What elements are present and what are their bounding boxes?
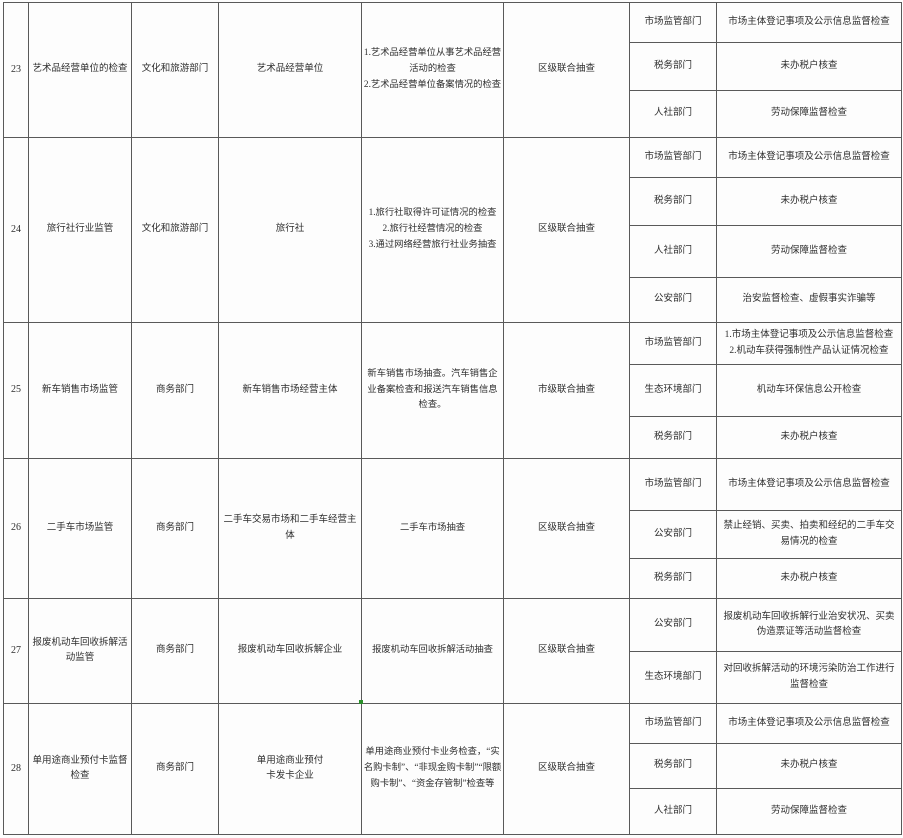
row-number-cell: 28 xyxy=(3,703,29,835)
inspection-content-cell: 二手车市场抽查 xyxy=(361,458,504,599)
coop-department-cell: 生态环境部门 xyxy=(629,651,717,704)
table-subrow: 23 艺术品经营单位的检查 文化和旅游部门 艺术品经营单位 1.艺术品经营单位从事艺术品… xyxy=(3,2,902,138)
inspection-content-cell: 单用途商业预付卡业务检查，“实名购卡制”、“非现金购卡制”“限额购卡制”、“资金… xyxy=(361,703,504,835)
sampling-type-cell: 区级联合抽查 xyxy=(503,137,630,323)
coop-content-cell: 未办税户核查 xyxy=(716,42,902,91)
coop-content-cell: 劳动保障监督检查 xyxy=(716,788,902,835)
coop-content-cell: 未办税户核查 xyxy=(716,743,902,789)
coop-content-cell: 禁止经销、买卖、拍卖和经纪的二手车交易情况的检查 xyxy=(716,510,902,559)
table-subrow: 24 旅行社行业监管 文化和旅游部门 旅行社 1.旅行社取得许可证情况的检查 2.旅行社… xyxy=(3,137,902,323)
coop-department-cell: 人社部门 xyxy=(629,90,717,138)
coop-department-cell: 公安部门 xyxy=(629,510,717,559)
joint-inspection-table: 23 艺术品经营单位的检查 文化和旅游部门 艺术品经营单位 1.艺术品经营单位从事艺术品… xyxy=(3,2,902,835)
inspection-target-cell: 艺术品经营单位 xyxy=(218,2,362,138)
coop-department-cell: 生态环境部门 xyxy=(629,364,717,417)
coop-content-cell: 治安监督检查、虚假事实诈骗等 xyxy=(716,277,902,323)
item-name-cell: 单用途商业预付卡监督检查 xyxy=(28,703,132,835)
coop-department-cell: 市场监管部门 xyxy=(629,458,717,511)
coop-department-cell: 市场监管部门 xyxy=(629,322,717,365)
table-subrow: 税务部门 未办税户核查 xyxy=(4,558,902,599)
lead-department-cell: 商务部门 xyxy=(131,703,219,835)
coop-content-cell: 市场主体登记事项及公示信息监督检查 xyxy=(716,137,902,178)
coop-content-cell: 劳动保障监督检查 xyxy=(716,225,902,278)
table-subrow: 生态环境部门 机动车环保信息公开检查 xyxy=(4,364,902,417)
coop-department-cell: 市场监管部门 xyxy=(629,137,717,178)
coop-content-cell: 机动车环保信息公开检查 xyxy=(716,364,902,417)
inspection-content-cell: 新车销售市场抽查。汽车销售企业备案检查和报送汽车销售信息检查。 xyxy=(361,322,504,459)
table-subrow: 公安部门 治安监督检查、虚假事实诈骗等 xyxy=(4,277,902,323)
table-subrow: 生态环境部门 对回收拆解活动的环境污染防治工作进行监督检查 xyxy=(4,651,902,704)
sampling-type-cell: 区级联合抽查 xyxy=(503,598,630,704)
coop-department-cell: 税务部门 xyxy=(629,743,717,789)
row-number-cell: 24 xyxy=(3,137,29,323)
row-number-cell: 23 xyxy=(3,2,29,138)
table-subrow: 人社部门 劳动保障监督检查 xyxy=(4,788,902,835)
inspection-target-cell: 报废机动车回收拆解企业 xyxy=(218,598,362,704)
coop-content-cell: 未办税户核查 xyxy=(716,177,902,226)
item-name-cell: 新车销售市场监管 xyxy=(28,322,132,459)
coop-content-cell: 市场主体登记事项及公示信息监督检查 xyxy=(716,2,902,43)
inspection-content-cell: 报废机动车回收拆解活动抽查 xyxy=(361,598,504,704)
coop-department-cell: 公安部门 xyxy=(629,598,717,652)
sampling-type-cell: 区级联合抽查 xyxy=(503,703,630,835)
coop-content-cell: 劳动保障监督检查 xyxy=(716,90,902,138)
table-subrow: 27 报废机动车回收拆解活动监管 商务部门 报废机动车回收拆解企业 报废机动车回收拆解活… xyxy=(3,598,902,704)
inspection-target-cell: 单用途商业预付 卡发卡企业 xyxy=(218,703,362,835)
coop-department-cell: 人社部门 xyxy=(629,225,717,278)
lead-department-cell: 商务部门 xyxy=(131,458,219,599)
green-cell-marker xyxy=(359,700,363,704)
coop-department-cell: 公安部门 xyxy=(629,277,717,323)
coop-department-cell: 税务部门 xyxy=(629,416,717,459)
table-subrow: 人社部门 劳动保障监督检查 xyxy=(4,90,902,138)
lead-department-cell: 文化和旅游部门 xyxy=(131,2,219,138)
row-number-cell: 27 xyxy=(3,598,29,704)
coop-department-cell: 税务部门 xyxy=(629,177,717,226)
lead-department-cell: 商务部门 xyxy=(131,598,219,704)
table-subrow: 25 新车销售市场监管 商务部门 新车销售市场经营主体 新车销售市场抽查。汽车销售企业备… xyxy=(3,322,902,459)
coop-content-cell: 对回收拆解活动的环境污染防治工作进行监督检查 xyxy=(716,651,902,704)
coop-content-cell: 未办税户核查 xyxy=(716,416,902,459)
coop-content-cell: 1.市场主体登记事项及公示信息监督检查 2.机动车获得强制性产品认证情况检查 xyxy=(716,322,902,365)
lead-department-cell: 文化和旅游部门 xyxy=(131,137,219,323)
item-name-cell: 艺术品经营单位的检查 xyxy=(28,2,132,138)
table-subrow: 税务部门 未办税户核查 xyxy=(4,416,902,459)
table-subrow: 26 二手车市场监管 商务部门 二手车交易市场和二手车经营主体 二手车市场抽查 区级联合抽… xyxy=(3,458,902,599)
coop-content-cell: 市场主体登记事项及公示信息监督检查 xyxy=(716,703,902,744)
item-name-cell: 二手车市场监管 xyxy=(28,458,132,599)
row-number-cell: 25 xyxy=(3,322,29,459)
sampling-type-cell: 区级联合抽查 xyxy=(503,458,630,599)
sampling-type-cell: 市级联合抽查 xyxy=(503,322,630,459)
coop-department-cell: 税务部门 xyxy=(629,558,717,599)
table-subrow: 公安部门 禁止经销、买卖、拍卖和经纪的二手车交易情况的检查 xyxy=(4,510,902,559)
item-name-cell: 旅行社行业监管 xyxy=(28,137,132,323)
coop-department-cell: 市场监管部门 xyxy=(629,2,717,43)
coop-content-cell: 报废机动车回收拆解行业治安状况、买卖伪造票证等活动监督检查 xyxy=(716,598,902,652)
table-body: 23 艺术品经营单位的检查 文化和旅游部门 艺术品经营单位 1.艺术品经营单位从事艺术品… xyxy=(3,2,902,835)
inspection-content-cell: 1.旅行社取得许可证情况的检查 2.旅行社经营情况的检查 3.通过网络经营旅行社… xyxy=(361,137,504,323)
item-name-cell: 报废机动车回收拆解活动监管 xyxy=(28,598,132,704)
inspection-target-cell: 新车销售市场经营主体 xyxy=(218,322,362,459)
coop-department-cell: 市场监管部门 xyxy=(629,703,717,744)
sampling-type-cell: 区级联合抽查 xyxy=(503,2,630,138)
row-number-cell: 26 xyxy=(3,458,29,599)
table-subrow: 28 单用途商业预付卡监督检查 商务部门 单用途商业预付 卡发卡企业 单用途商业预付卡业… xyxy=(3,703,902,835)
coop-content-cell: 市场主体登记事项及公示信息监督检查 xyxy=(716,458,902,511)
inspection-content-cell: 1.艺术品经营单位从事艺术品经营活动的检查 2.艺术品经营单位备案情况的检查 xyxy=(361,2,504,138)
inspection-target-cell: 旅行社 xyxy=(218,137,362,323)
coop-department-cell: 税务部门 xyxy=(629,42,717,91)
coop-department-cell: 人社部门 xyxy=(629,788,717,835)
table-subrow: 税务部门 未办税户核查 xyxy=(4,177,902,226)
inspection-target-cell: 二手车交易市场和二手车经营主体 xyxy=(218,458,362,599)
coop-content-cell: 未办税户核查 xyxy=(716,558,902,599)
lead-department-cell: 商务部门 xyxy=(131,322,219,459)
